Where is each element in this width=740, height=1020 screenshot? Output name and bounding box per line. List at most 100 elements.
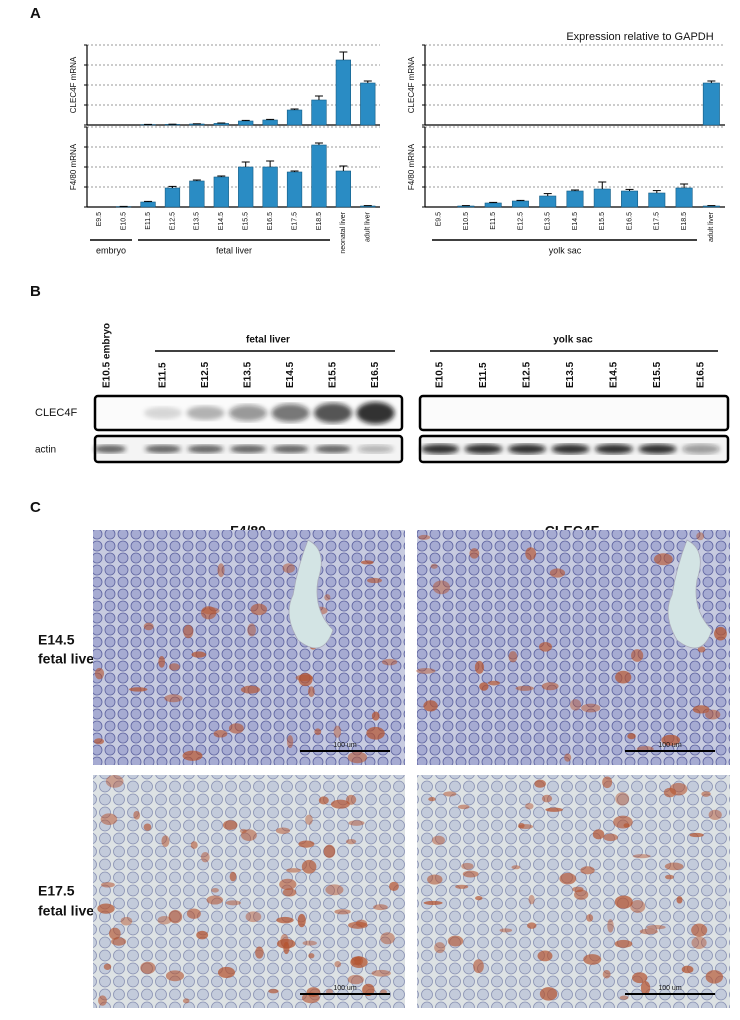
lane-label: E12.5: [522, 361, 533, 388]
stain: [95, 668, 104, 679]
x-tick-label: E15.5: [599, 212, 606, 230]
stain: [305, 815, 313, 825]
stain: [201, 606, 216, 619]
stain: [166, 970, 184, 981]
blot-band: [94, 445, 126, 453]
panel-label: A: [30, 5, 41, 22]
stain: [187, 908, 201, 918]
row-label: fetal liver: [38, 903, 100, 919]
blot-band: [465, 444, 503, 454]
stain: [382, 659, 398, 666]
blot-band: [273, 445, 309, 453]
bar: [540, 196, 556, 207]
stain: [623, 823, 629, 827]
stain: [183, 751, 203, 761]
stain: [241, 829, 257, 841]
stain: [682, 966, 694, 974]
y-axis-label: CLEC4F mRNA: [69, 56, 78, 113]
stain: [423, 700, 437, 711]
stain: [529, 895, 535, 905]
stain: [324, 845, 336, 858]
row-label: E17.5: [38, 883, 75, 899]
row-label: E14.5: [38, 632, 75, 648]
stain: [366, 727, 384, 740]
stain: [255, 947, 264, 959]
stain: [169, 663, 180, 670]
stain: [586, 914, 593, 922]
stain: [287, 735, 293, 748]
x-tick-label: E12.5: [517, 212, 524, 230]
stain: [473, 959, 484, 973]
stain: [696, 532, 704, 540]
stain: [308, 686, 315, 697]
stain: [620, 996, 629, 1000]
stain: [348, 752, 367, 764]
lane-label: E11.5: [158, 362, 169, 388]
stain: [111, 937, 126, 945]
bar: [312, 100, 327, 125]
scale-bar-label: 100 um: [658, 742, 682, 749]
bar: [263, 120, 278, 125]
bar: [336, 60, 351, 125]
stain: [158, 656, 165, 668]
stain: [542, 682, 559, 690]
bar: [287, 172, 302, 207]
stain: [372, 711, 380, 720]
lane-label: E13.5: [565, 361, 576, 388]
stain: [418, 535, 430, 540]
stain: [276, 827, 290, 834]
stain: [525, 547, 536, 560]
stain: [144, 623, 154, 631]
stain: [247, 623, 256, 636]
stain: [488, 681, 500, 686]
lane-label: E13.5: [243, 361, 254, 388]
stain: [665, 875, 674, 880]
stain: [191, 841, 198, 849]
stain: [640, 929, 658, 935]
stain: [380, 932, 394, 944]
group-label: fetal liver: [216, 245, 252, 255]
stain: [299, 673, 313, 686]
group-label: yolk sac: [549, 245, 582, 255]
x-tick-label: E10.5: [120, 212, 127, 230]
lane-label: E16.5: [696, 361, 707, 388]
stain: [463, 871, 479, 878]
stain: [217, 563, 224, 577]
stain: [527, 922, 536, 928]
stain: [279, 879, 296, 890]
stain: [550, 568, 565, 577]
stain: [308, 953, 314, 958]
stain: [615, 895, 633, 908]
blot-band: [315, 445, 351, 453]
stain: [709, 810, 722, 820]
x-tick-label: E15.5: [243, 212, 250, 230]
stain: [226, 900, 241, 905]
stain: [223, 820, 238, 830]
stain: [276, 917, 293, 923]
bar: [214, 177, 229, 207]
stain: [161, 835, 169, 847]
blot-band: [188, 445, 224, 453]
micrograph: [417, 775, 730, 1008]
bar: [190, 181, 205, 207]
stain: [286, 868, 301, 873]
stain: [615, 671, 631, 684]
bar: [287, 110, 302, 125]
lane-label: E12.5: [200, 361, 211, 388]
bar: [238, 121, 253, 125]
stain: [542, 795, 552, 803]
stain: [389, 882, 399, 891]
stain: [346, 795, 356, 805]
scale-bar-label: 100 um: [658, 985, 682, 992]
bar: [512, 201, 528, 207]
stain: [164, 694, 182, 702]
y-axis-label: CLEC4F mRNA: [407, 56, 416, 113]
stain: [431, 564, 438, 569]
stain: [211, 888, 219, 893]
stain: [500, 928, 513, 932]
stain: [346, 839, 356, 844]
stain: [603, 834, 618, 842]
